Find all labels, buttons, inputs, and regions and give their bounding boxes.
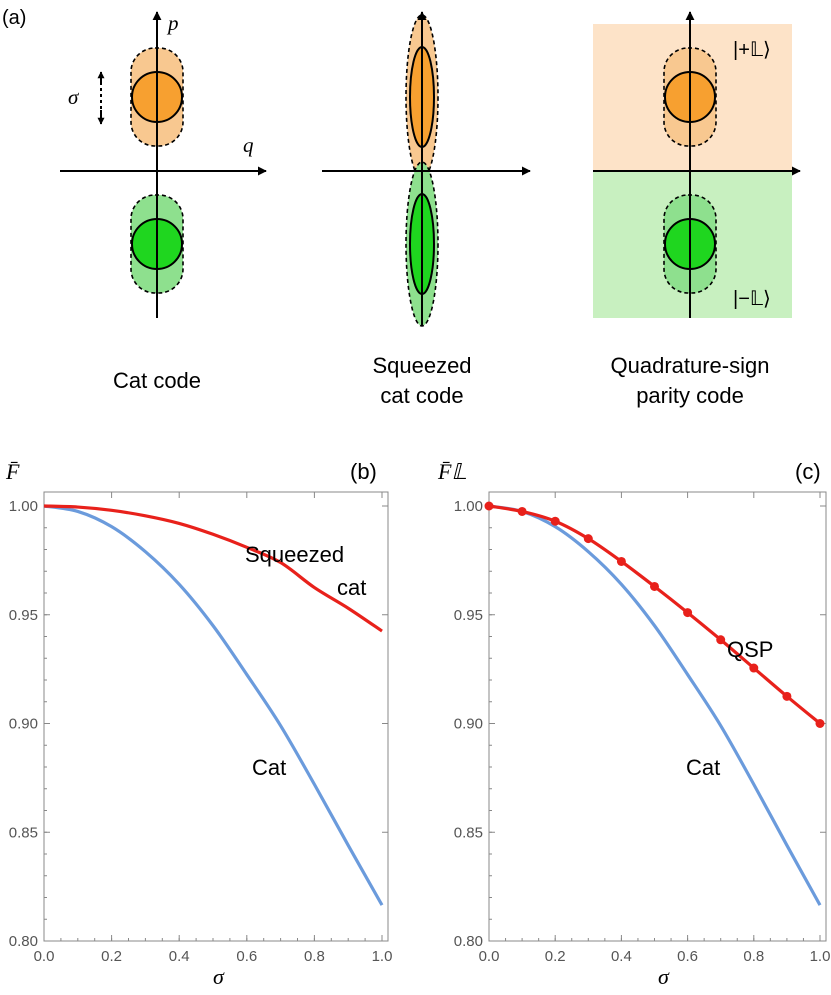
squeezed-cat-diagram — [322, 11, 531, 327]
x-tick-label: 0.8 — [743, 948, 764, 965]
data-point-qsp — [749, 663, 759, 673]
x-tick-label: 1.0 — [372, 948, 393, 965]
panel-a: (a) p q σ — [2, 7, 801, 408]
x-tick-label: 0.8 — [304, 948, 325, 965]
y-tick-label: 1.00 — [9, 498, 38, 515]
x-tick-label: 0.2 — [101, 948, 122, 965]
chart-c: 0.80 0.85 0.90 0.95 1.00 0.0 0.2 0.4 0.6 0.8 1.0 (c… — [437, 459, 830, 989]
series-line-squeezed-cat — [43, 504, 383, 633]
y-tick-label: 0.90 — [454, 716, 483, 733]
y-tick-label: 0.85 — [454, 824, 483, 841]
panel-a-label: (a) — [2, 7, 26, 29]
caption-squeezed-line2: cat code — [380, 383, 463, 408]
series-label-squeezed-cat: Squeezed — [245, 542, 344, 567]
x-axis-label: σ — [213, 964, 225, 989]
data-point-qsp — [484, 501, 494, 511]
y-tick-label: 1.00 — [454, 498, 483, 515]
x-tick-label: 0.0 — [479, 948, 500, 965]
data-point-qsp — [616, 556, 626, 566]
p-axis-label: p — [166, 11, 179, 35]
qsp-diagram: |+𝕃⟩ |−𝕃⟩ — [593, 11, 801, 318]
plot-frame — [488, 491, 827, 942]
x-tick-label: 0.4 — [611, 948, 632, 965]
x-tick-label: 0.0 — [34, 948, 55, 965]
data-point-qsp — [683, 608, 693, 618]
x-axis-label: σ — [658, 964, 670, 989]
y-axis-label: F̄𝕃 — [437, 459, 466, 484]
series-label-qsp: QSP — [727, 637, 773, 662]
y-axis-label: F̄ — [5, 459, 20, 484]
ket-minus-label: |−𝕃⟩ — [733, 288, 771, 310]
data-point-qsp — [550, 516, 560, 526]
series-label-cat: Cat — [252, 755, 286, 780]
y-tick-label: 0.95 — [454, 607, 483, 624]
sigma-label: σ — [68, 85, 80, 109]
y-tick-label: 0.95 — [9, 607, 38, 624]
series-line-cat — [488, 504, 822, 906]
y-tick-label: 0.85 — [9, 824, 38, 841]
caption-squeezed-line1: Squeezed — [372, 353, 471, 378]
series-label-cat: Cat — [686, 755, 720, 780]
series-label-squeezed-cat-line2: cat — [337, 575, 366, 600]
ket-plus-label: |+𝕃⟩ — [733, 39, 771, 61]
panel-label: (b) — [350, 459, 377, 484]
caption-qsp-line2: parity code — [636, 383, 744, 408]
y-tick-label: 0.80 — [9, 933, 38, 950]
x-tick-label: 0.4 — [169, 948, 190, 965]
chart-b: 0.80 0.85 0.90 0.95 1.00 0.0 0.2 0.4 0.6 0.8 1.0 (b… — [5, 459, 392, 989]
series-line-cat — [43, 504, 384, 906]
q-axis-label: q — [243, 133, 254, 157]
y-tick-label: 0.90 — [9, 716, 38, 733]
x-tick-label: 0.2 — [545, 948, 566, 965]
data-point-qsp — [517, 506, 527, 516]
y-tick-label: 0.80 — [454, 933, 483, 950]
caption-qsp-line1: Quadrature-sign — [611, 353, 770, 378]
caption-cat-code: Cat code — [113, 368, 201, 393]
data-point-qsp — [815, 719, 825, 728]
panel-label: (c) — [795, 459, 821, 484]
data-point-qsp — [650, 581, 659, 591]
x-tick-label: 0.6 — [236, 948, 257, 965]
data-point-qsp — [782, 691, 792, 701]
data-point-qsp — [716, 635, 726, 645]
x-tick-label: 1.0 — [810, 948, 831, 965]
x-tick-label: 0.6 — [677, 948, 698, 965]
plot-frame — [43, 491, 389, 942]
data-point-qsp — [583, 534, 593, 544]
cat-code-diagram: p q σ — [60, 11, 267, 318]
series-line-qsp — [488, 504, 822, 725]
